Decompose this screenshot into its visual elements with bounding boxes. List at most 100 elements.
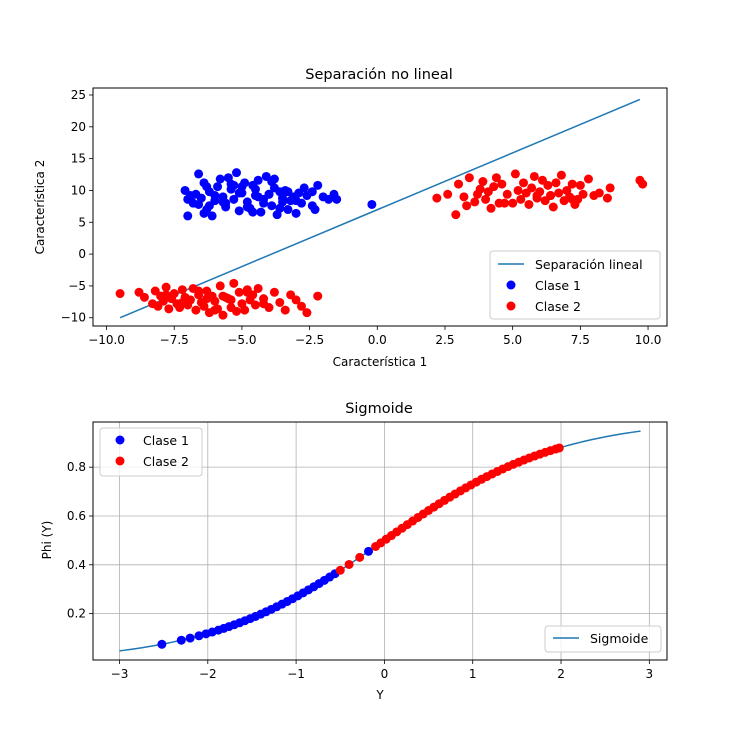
data-point [264, 189, 274, 199]
legend-label-separacion: Separación lineal [535, 257, 643, 272]
data-point [161, 290, 171, 300]
x-tick-label: −7.5 [160, 333, 189, 347]
x-tick-label: 2.5 [435, 333, 454, 347]
data-point [513, 185, 523, 195]
legend-label-clase-1: Clase 1 [535, 278, 581, 293]
data-point [229, 194, 239, 204]
data-point [278, 197, 288, 207]
y-axis-label: Característica 2 [33, 160, 47, 255]
legend-marker-clase-1 [115, 435, 125, 445]
chart-title: Sigmoide [345, 401, 413, 417]
data-point [291, 208, 301, 218]
data-point [259, 299, 269, 309]
y-tick-label: 0 [78, 247, 86, 261]
data-point [194, 286, 204, 296]
y-tick-label: 15 [71, 152, 86, 166]
x-axis-label: Característica 1 [333, 355, 428, 369]
x-tick-label: 5.0 [503, 333, 522, 347]
data-point [176, 635, 186, 645]
legend-marker-clase-1 [506, 280, 516, 290]
data-point [497, 179, 507, 189]
data-point [548, 202, 558, 212]
legend-label-clase-1: Clase 1 [143, 433, 189, 448]
data-point [269, 174, 279, 184]
data-point [554, 188, 564, 198]
data-point [543, 180, 553, 190]
data-point [169, 289, 179, 299]
data-point [280, 305, 290, 315]
y-axis-label: Phi (Y) [40, 521, 54, 560]
data-point [510, 169, 520, 179]
data-point [256, 207, 266, 217]
x-tick-label: 2 [557, 667, 565, 681]
data-point [183, 211, 193, 221]
data-point [470, 197, 480, 207]
data-point [500, 198, 510, 208]
data-point [269, 287, 279, 297]
data-point [232, 168, 241, 178]
x-tick-label: 7.5 [571, 333, 590, 347]
data-point [185, 633, 195, 643]
data-point [472, 189, 482, 199]
axes-frame [92, 421, 668, 661]
data-point [516, 194, 526, 204]
data-point [194, 631, 204, 641]
data-point [115, 289, 125, 299]
data-point [638, 179, 648, 189]
data-point [344, 559, 354, 569]
data-point [478, 177, 488, 187]
y-tick-label: 0.2 [67, 607, 86, 621]
data-point [551, 178, 561, 188]
x-tick-label: 3 [646, 667, 654, 681]
y-axis-ticks: 0.2 0.4 0.6 0.8 [67, 460, 93, 621]
data-point [605, 183, 615, 193]
data-point [578, 189, 588, 199]
data-point [491, 173, 501, 183]
data-point [215, 281, 225, 291]
data-point [296, 301, 306, 311]
data-point [529, 171, 539, 181]
x-tick-label: −3 [111, 667, 129, 681]
data-point [355, 552, 365, 562]
plot-area [119, 430, 641, 652]
data-point [253, 175, 263, 185]
data-point [210, 296, 220, 306]
data-point [432, 193, 442, 203]
y-tick-label: 0.8 [67, 460, 86, 474]
y-tick-label: −5 [68, 279, 86, 293]
data-point [594, 188, 604, 198]
data-point [161, 282, 171, 292]
legend-label-sigmoide: Sigmoide [590, 631, 649, 646]
legend-classes: Clase 1 Clase 2 [99, 427, 203, 477]
y-tick-label: 20 [71, 120, 86, 134]
data-point [242, 287, 252, 297]
x-tick-label: −2 [199, 667, 217, 681]
x-axis-ticks: −3 −2 −1 0 1 2 3 [111, 660, 654, 681]
x-tick-label: 0 [381, 667, 389, 681]
data-point [204, 201, 214, 211]
legend-marker-clase-2 [115, 456, 125, 466]
data-point [524, 199, 534, 209]
legend-label-clase-2: Clase 2 [535, 299, 581, 314]
legend-box [489, 250, 661, 320]
y-tick-label: 5 [78, 215, 86, 229]
data-point [532, 191, 542, 201]
data-point [567, 194, 577, 204]
legend-box [99, 427, 203, 477]
data-point [207, 211, 217, 221]
data-point [332, 194, 342, 204]
chart-sigmoide: Sigmoide −3 −2 −1 0 1 2 3 0.2 0.4 0.6 0.8 Y Phi (… [40, 401, 668, 702]
data-point [202, 294, 212, 304]
x-tick-label: −2.5 [295, 333, 324, 347]
data-point [583, 174, 593, 184]
x-tick-label: −1 [287, 667, 305, 681]
data-point [546, 191, 556, 201]
legend-sigmoide: Sigmoide [544, 625, 662, 653]
data-point [302, 308, 312, 318]
data-point [218, 291, 228, 301]
data-point [240, 305, 250, 315]
data-point [367, 199, 377, 209]
axes-frame [92, 87, 668, 327]
data-point [519, 178, 528, 188]
